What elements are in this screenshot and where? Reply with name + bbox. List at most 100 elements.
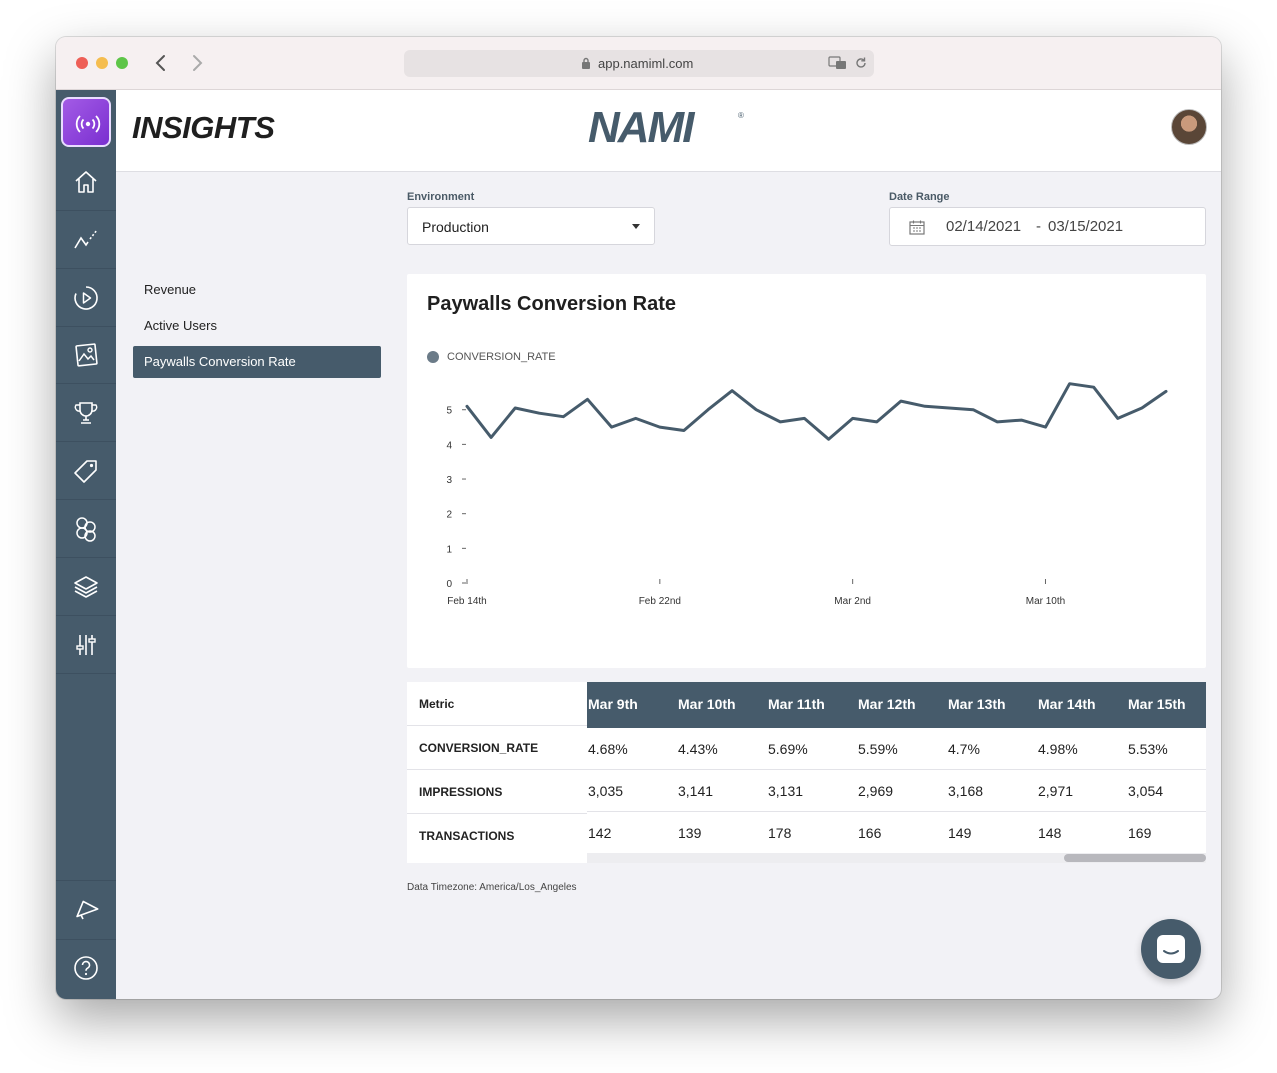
timezone-note: Data Timezone: America/Los_Angeles xyxy=(407,882,577,893)
y-tick-label: 4 xyxy=(446,440,452,451)
table-cell: 4.68% xyxy=(588,741,628,757)
app-header: INSIGHTS NAMI ® xyxy=(116,90,1221,172)
chevron-left-icon xyxy=(155,55,165,71)
menu-item-paywalls-conversion-rate[interactable]: Paywalls Conversion Rate xyxy=(133,346,381,378)
svg-text:NAMI: NAMI xyxy=(588,108,695,148)
table-cell: 5.59% xyxy=(858,741,898,757)
metric-header: Metric xyxy=(407,682,587,726)
table-cell: 148 xyxy=(1038,825,1062,841)
table-cell: 3,168 xyxy=(948,783,984,799)
url-text: app.namiml.com xyxy=(598,56,694,71)
data-point xyxy=(1116,417,1119,420)
y-tick-label: 3 xyxy=(446,475,452,486)
back-button[interactable] xyxy=(151,51,173,75)
caret-down-icon xyxy=(632,224,640,229)
sidebar-item-achievements[interactable] xyxy=(56,385,116,442)
data-point xyxy=(658,426,661,429)
data-point xyxy=(851,417,854,420)
y-tick-label: 1 xyxy=(446,544,452,555)
chart-title: Paywalls Conversion Rate xyxy=(427,293,676,315)
translate-icon[interactable] xyxy=(828,56,848,70)
data-point xyxy=(1140,406,1143,409)
campaign-icon xyxy=(74,286,98,310)
date-start-input[interactable]: 02/14/2021 xyxy=(946,218,1022,235)
column-header: Mar 13th xyxy=(948,696,1006,712)
tag-icon xyxy=(74,460,97,483)
data-point xyxy=(875,420,878,423)
trophy-icon xyxy=(74,402,98,424)
data-point xyxy=(948,406,951,409)
x-tick-label: Feb 22nd xyxy=(639,596,681,607)
chat-launcher-button[interactable] xyxy=(1141,919,1201,979)
browser-toolbar: app.namiml.com xyxy=(56,37,1221,90)
paywalls-icon xyxy=(75,343,98,367)
lock-icon xyxy=(582,57,590,69)
date-range-picker[interactable]: 02/14/2021 - 03/15/2021 xyxy=(889,207,1206,246)
metric-column: Metric CONVERSION_RATE IMPRESSIONS TRANS… xyxy=(407,682,587,863)
x-tick-label: Mar 2nd xyxy=(834,596,871,607)
data-point xyxy=(1068,382,1071,385)
minimize-window-button[interactable] xyxy=(96,57,108,69)
y-tick-label: 2 xyxy=(446,510,452,521)
data-point xyxy=(899,400,902,403)
layers-icon xyxy=(74,576,98,598)
sidebar-item-campaigns[interactable] xyxy=(56,270,116,327)
sidebar-item-paywalls[interactable] xyxy=(56,327,116,384)
data-point xyxy=(586,398,589,401)
table-header-row: Mar 9th Mar 10th Mar 11th Mar 12th Mar 13th M… xyxy=(587,682,1206,728)
table-cell: 2,969 xyxy=(858,783,894,799)
app-logo[interactable] xyxy=(61,97,111,147)
sidebar-item-help[interactable] xyxy=(56,939,116,996)
environment-select[interactable]: Production xyxy=(407,207,655,245)
chat-icon xyxy=(1157,935,1185,963)
sidebar-item-settings[interactable] xyxy=(56,617,116,674)
app-sidebar xyxy=(56,90,116,999)
date-end-input[interactable]: 03/15/2021 xyxy=(1048,218,1124,235)
data-point xyxy=(466,405,469,408)
data-point xyxy=(1020,419,1023,422)
svg-text:®: ® xyxy=(738,111,744,120)
chevron-right-icon xyxy=(193,55,203,71)
data-point xyxy=(538,412,541,415)
zoom-window-button[interactable] xyxy=(116,57,128,69)
metric-label: IMPRESSIONS xyxy=(407,770,587,814)
insights-menu: Revenue Active Users Paywalls Conversion… xyxy=(133,274,381,382)
address-bar[interactable]: app.namiml.com xyxy=(404,50,874,77)
sidebar-item-announcements[interactable] xyxy=(56,880,116,937)
sidebar-item-home[interactable] xyxy=(56,154,116,211)
chart-legend[interactable]: CONVERSION_RATE xyxy=(427,351,556,363)
column-header: Mar 11th xyxy=(768,696,825,712)
y-tick-label: 0 xyxy=(446,579,452,590)
browser-window: app.namiml.com xyxy=(56,37,1221,999)
table-cell: 139 xyxy=(678,825,702,841)
reload-icon[interactable] xyxy=(854,56,868,70)
close-window-button[interactable] xyxy=(76,57,88,69)
sidebar-item-analytics[interactable] xyxy=(56,212,116,269)
table-cell: 169 xyxy=(1128,825,1152,841)
series-line-conversion-rate xyxy=(465,382,1168,441)
x-tick-label: Mar 10th xyxy=(1026,596,1065,607)
sidebar-item-users[interactable] xyxy=(56,501,116,558)
table-cell: 3,141 xyxy=(678,783,714,799)
user-avatar[interactable] xyxy=(1171,109,1207,145)
column-header: Mar 10th xyxy=(678,696,736,712)
horizontal-scrollbar[interactable] xyxy=(587,853,1206,863)
table-cell: 5.69% xyxy=(768,741,808,757)
date-columns[interactable]: Mar 9th Mar 10th Mar 11th Mar 12th Mar 13th M… xyxy=(587,682,1206,863)
menu-item-active-users[interactable]: Active Users xyxy=(144,318,217,333)
scrollbar-thumb[interactable] xyxy=(1064,854,1206,862)
announcement-icon xyxy=(76,900,99,920)
data-point xyxy=(731,389,734,392)
y-tick-label: 5 xyxy=(446,406,452,417)
data-point xyxy=(610,426,613,429)
data-point xyxy=(827,438,830,441)
data-point xyxy=(707,408,710,411)
forward-button[interactable] xyxy=(186,51,208,75)
conversion-rate-line-chart: 0 1 2 3 4 5 Feb 14th Feb 22nd Mar 2nd Mar 10th xyxy=(446,382,1168,607)
table-cell: 5.53% xyxy=(1128,741,1168,757)
menu-item-revenue[interactable]: Revenue xyxy=(144,282,197,297)
table-cell: 4.43% xyxy=(678,741,718,757)
table-row: 3,035 3,141 3,131 2,969 3,168 2,971 3,054 xyxy=(587,770,1206,812)
sidebar-item-layers[interactable] xyxy=(56,559,116,616)
sidebar-item-products[interactable] xyxy=(56,443,116,500)
